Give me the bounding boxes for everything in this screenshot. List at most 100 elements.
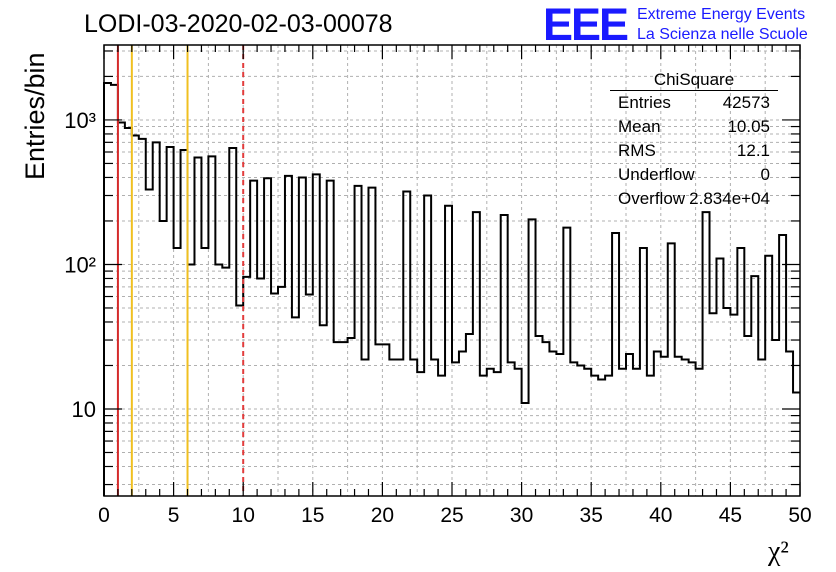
stats-row-mean: Mean 10.05 [610,115,778,139]
histogram-bin [292,317,299,496]
histogram-bin [751,276,758,496]
histogram-bin [501,215,508,496]
histogram-bin [104,83,111,496]
histogram-bin [577,365,584,496]
histogram-bin [382,344,389,496]
histogram-bin [257,278,264,496]
histogram-bin [772,340,779,496]
histogram-bin [647,376,654,496]
stats-key: RMS [618,141,656,160]
histogram-bin [264,178,271,496]
histogram-bin [661,357,668,496]
histogram-bin [556,354,563,496]
histogram-bin [299,177,306,496]
stats-row-overflow: Overflow 2.834e+04 [610,187,778,211]
histogram-bin [765,256,772,496]
histogram-bin [438,376,445,496]
histogram-bin [563,228,570,496]
histogram-bin [612,233,619,496]
histogram-bin [793,393,800,496]
histogram-bin [375,344,382,496]
histogram-bin [452,362,459,496]
y-axis-label: Entries/bin [20,52,50,180]
histogram-bin [730,315,737,496]
histogram-bin [758,359,765,496]
histogram-bin [250,181,257,496]
histogram-bin [208,156,215,496]
histogram-bin [278,287,285,496]
histogram-bin [703,212,710,496]
stats-key: Mean [618,117,661,136]
x-tick-label: 30 [510,504,533,527]
histogram-bin [285,176,292,496]
histogram-bin [355,186,362,496]
x-tick-label: 15 [301,504,324,527]
histogram-bin [341,342,348,496]
histogram-bin [723,308,730,496]
histogram-bin [327,181,334,496]
histogram-bin [146,190,153,496]
histogram-bin [362,359,369,496]
x-axis-label: χ² [768,536,789,567]
histogram-bin [368,188,375,496]
histogram-bin [716,258,723,496]
histogram-bin [570,362,577,496]
histogram-bin [188,264,195,496]
histogram-bin [584,369,591,496]
histogram-bin [744,336,751,496]
histogram-bin [153,142,160,496]
stats-box: ChiSquare Entries 42573 Mean 10.05 RMS 1… [610,70,778,211]
x-tick-label: 20 [371,504,394,527]
histogram-bin [160,221,167,496]
histogram-bin [689,362,696,496]
histogram-bin [215,264,222,496]
histogram-bin [271,293,278,496]
histogram-bin [633,369,640,496]
histogram-bin [508,362,515,496]
eee-logo: EEE [543,0,629,50]
stats-value: 0 [760,165,770,184]
stats-value: 2.834e+04 [689,189,770,208]
histogram-bin [431,359,438,496]
stats-key: Overflow [618,189,686,208]
stats-value: 42573 [722,93,770,112]
histogram-bin [619,369,626,496]
histogram-series [103,82,800,496]
histogram-bin [542,342,549,496]
logo-line-1: Extreme Energy Events [637,6,806,23]
histogram-bin [348,338,355,496]
histogram-bin [424,196,431,496]
histogram-bin [313,174,320,496]
histogram-bin [710,313,717,496]
histogram-bin [125,128,132,496]
histogram-bin [243,277,250,496]
histogram-bin [174,248,181,496]
histogram-bin [445,206,452,496]
histogram-bin [549,351,556,496]
histogram-bin [201,248,208,496]
histogram-bin [536,336,543,496]
stats-value: 10.05 [727,117,770,136]
histogram-bin [668,243,675,496]
y-tick-label: 10³ [64,108,96,133]
x-tick-label: 5 [168,504,180,527]
histogram-bin [529,219,536,496]
histogram-bin [306,294,313,496]
stats-row-entries: Entries 42573 [610,91,778,115]
histogram-bin [229,148,236,496]
histogram-bin [598,379,605,496]
x-tick-label: 25 [440,504,463,527]
x-tick-label: 35 [580,504,603,527]
histogram-bin [696,369,703,496]
histogram-bin [118,123,125,496]
histogram-bin [410,359,417,496]
stats-key: Entries [618,93,671,112]
histogram-bin [389,359,396,496]
logo-line-2: La Scienza nelle Scuole [637,26,808,43]
histogram-bin [466,334,473,496]
histogram-bin [786,351,793,496]
histogram-bin [494,372,501,496]
histogram-bin [473,212,480,496]
histogram-bin [334,342,341,496]
histogram-bin [417,372,424,496]
